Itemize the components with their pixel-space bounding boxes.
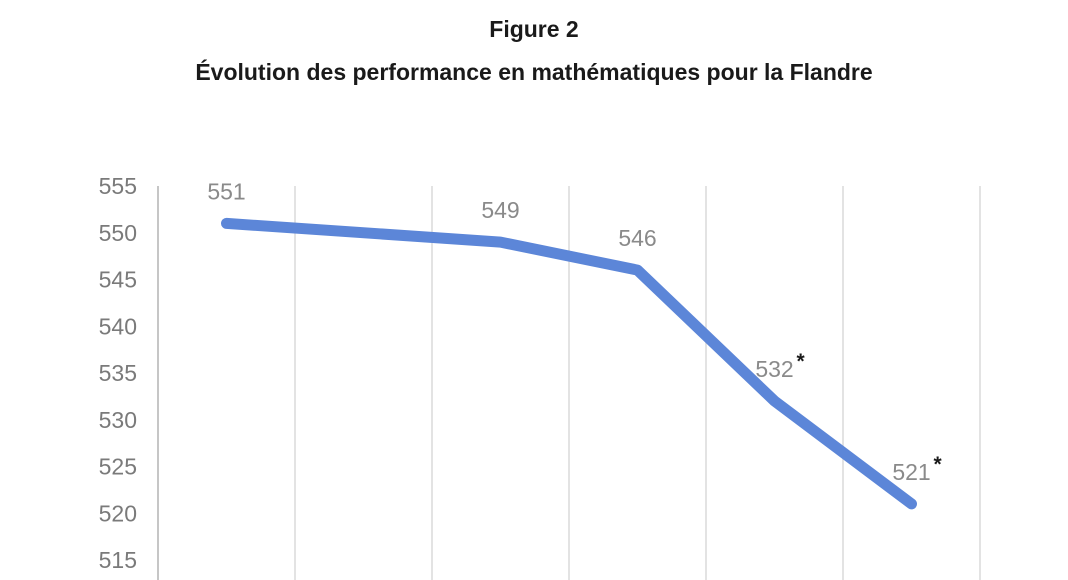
data-point-label: 532 — [755, 356, 793, 382]
series-line-group — [221, 217, 917, 510]
series-line — [221, 217, 917, 510]
data-point-label: 521 — [892, 459, 930, 485]
data-point-label: 551 — [207, 178, 245, 204]
y-tick-label: 520 — [99, 500, 137, 526]
y-tick-label: 555 — [99, 173, 137, 199]
y-tick-label: 525 — [99, 454, 137, 480]
data-point-label: 549 — [481, 197, 519, 223]
y-tick-label: 535 — [99, 360, 137, 386]
significance-asterisk: * — [934, 453, 943, 476]
y-axis-tick-labels: 555 550 545 540 535 530 525 520 515 — [99, 173, 137, 573]
data-point-label: 546 — [618, 225, 656, 251]
y-tick-label: 540 — [99, 313, 137, 339]
y-tick-label: 515 — [99, 547, 137, 573]
y-tick-label: 545 — [99, 267, 137, 293]
y-tick-label: 550 — [99, 220, 137, 246]
figure-title: Figure 2 — [489, 16, 579, 42]
y-tick-label: 530 — [99, 407, 137, 433]
significance-asterisk: * — [797, 350, 806, 373]
figure-subtitle: Évolution des performance en mathématiqu… — [195, 59, 873, 85]
gridlines — [157, 186, 981, 580]
